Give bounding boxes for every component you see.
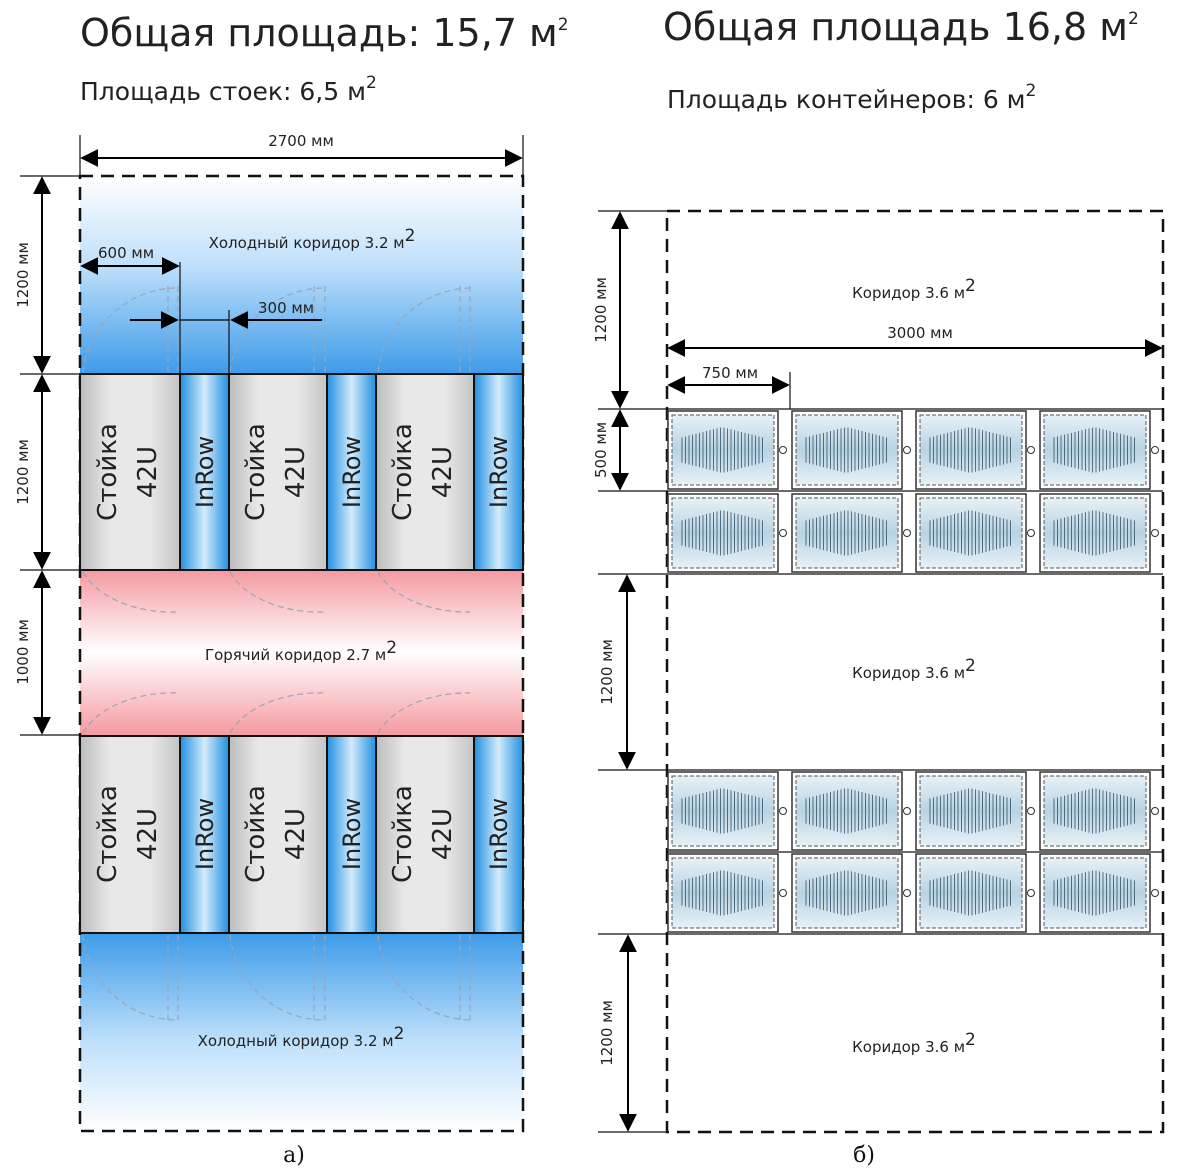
container: [667, 493, 787, 573]
corridor-top-label: Коридор 3.6 м2: [852, 276, 976, 302]
container: [915, 771, 1035, 851]
rack-label-line2: 42U: [281, 446, 311, 498]
container: [1039, 410, 1159, 490]
dimension-750-label: 750 мм: [702, 364, 758, 382]
rack: [375, 373, 475, 571]
dimension-600-label: 600 мм: [98, 244, 154, 262]
cold-corridor-top: [80, 176, 523, 374]
dimension-3000-label: 3000 мм: [887, 324, 953, 342]
right-caption: б): [853, 1143, 875, 1168]
dimension-hot-label: 1000 мм: [14, 619, 32, 685]
left-subtitle: Площадь стоек: 6,5 м2: [80, 73, 377, 106]
right-subtitle: Площадь контейнеров: 6 м2: [667, 81, 1036, 114]
left-caption: а): [283, 1143, 305, 1168]
door-arcs: [82, 286, 471, 1021]
dimension-corr-top-label: 1200 мм: [592, 277, 610, 343]
rack: [228, 735, 328, 934]
corridor-bottom-label: Коридор 3.6 м2: [852, 1030, 976, 1056]
dimension-rack-row-label: 1200 мм: [14, 439, 32, 505]
container: [1039, 853, 1159, 933]
rack: [79, 735, 181, 934]
rack-label-line1: Стойка: [388, 785, 418, 883]
left-title: Общая площадь: 15,7 м2: [80, 11, 569, 55]
dimension-corr-mid-label: 1200 мм: [598, 639, 616, 705]
rack-label-line1: Стойка: [388, 423, 418, 521]
left-layout: Общая площадь: 15,7 м2 Площадь стоек: 6,…: [14, 11, 569, 1168]
inrow-unit: [326, 735, 377, 934]
rack-label-line2: 42U: [281, 808, 311, 860]
right-title: Общая площадь 16,8 м2: [663, 5, 1139, 49]
rack-label-line2: 42U: [428, 446, 458, 498]
container: [1039, 493, 1159, 573]
container-block-bottom: [667, 771, 1159, 933]
dimension-500-label: 500 мм: [592, 422, 610, 478]
rack-label-line1: Стойка: [93, 423, 123, 521]
container: [915, 410, 1035, 490]
container: [667, 410, 787, 490]
right-layout: Общая площадь 16,8 м2 Площадь контейнеро…: [592, 5, 1165, 1168]
rack-row-top: [79, 373, 524, 571]
dimension-300-label: 300 мм: [258, 299, 314, 317]
rack: [79, 373, 181, 571]
inrow-unit: [179, 373, 230, 571]
corridor-middle-label: Коридор 3.6 м2: [852, 656, 976, 682]
inrow-unit: [473, 735, 524, 934]
inrow-label: InRow: [338, 436, 366, 508]
rack-label-line2: 42U: [133, 446, 163, 498]
inrow-label: InRow: [485, 798, 513, 870]
cold-corridor-bottom-label: Холодный коридор 3.2 м2: [198, 1024, 405, 1050]
container: [667, 853, 787, 933]
rack-label-line2: 42U: [133, 808, 163, 860]
rack-label-line1: Стойка: [241, 423, 271, 521]
inrow-label: InRow: [485, 436, 513, 508]
inrow-unit: [473, 373, 524, 571]
inrow-label: InRow: [338, 798, 366, 870]
hot-corridor-label: Горячий коридор 2.7 м2: [205, 638, 397, 664]
dimension-corr-bottom-label: 1200 мм: [598, 1000, 616, 1066]
rack-row-bottom: [79, 735, 524, 934]
rack: [375, 735, 475, 934]
hot-corridor: [80, 570, 523, 735]
container: [791, 493, 911, 573]
cold-corridor-bottom: [80, 933, 523, 1131]
rack-label-line2: 42U: [428, 808, 458, 860]
dimension-width-label: 2700 мм: [268, 132, 334, 150]
rack-label-line1: Стойка: [241, 785, 271, 883]
inrow-label: InRow: [191, 798, 219, 870]
left-boundary: [78, 174, 525, 1133]
container-stripes: [681, 427, 1135, 916]
rack-label-line1: Стойка: [93, 785, 123, 883]
inrow-label: InRow: [191, 436, 219, 508]
rack-labels: Стойка 42U Стойка 42U Стойка 42U Стойка …: [93, 423, 513, 883]
dimension-cold-top-label: 1200 мм: [14, 242, 32, 308]
right-boundary: [665, 209, 1165, 1134]
cold-corridor-top-label: Холодный коридор 3.2 м2: [209, 226, 416, 252]
